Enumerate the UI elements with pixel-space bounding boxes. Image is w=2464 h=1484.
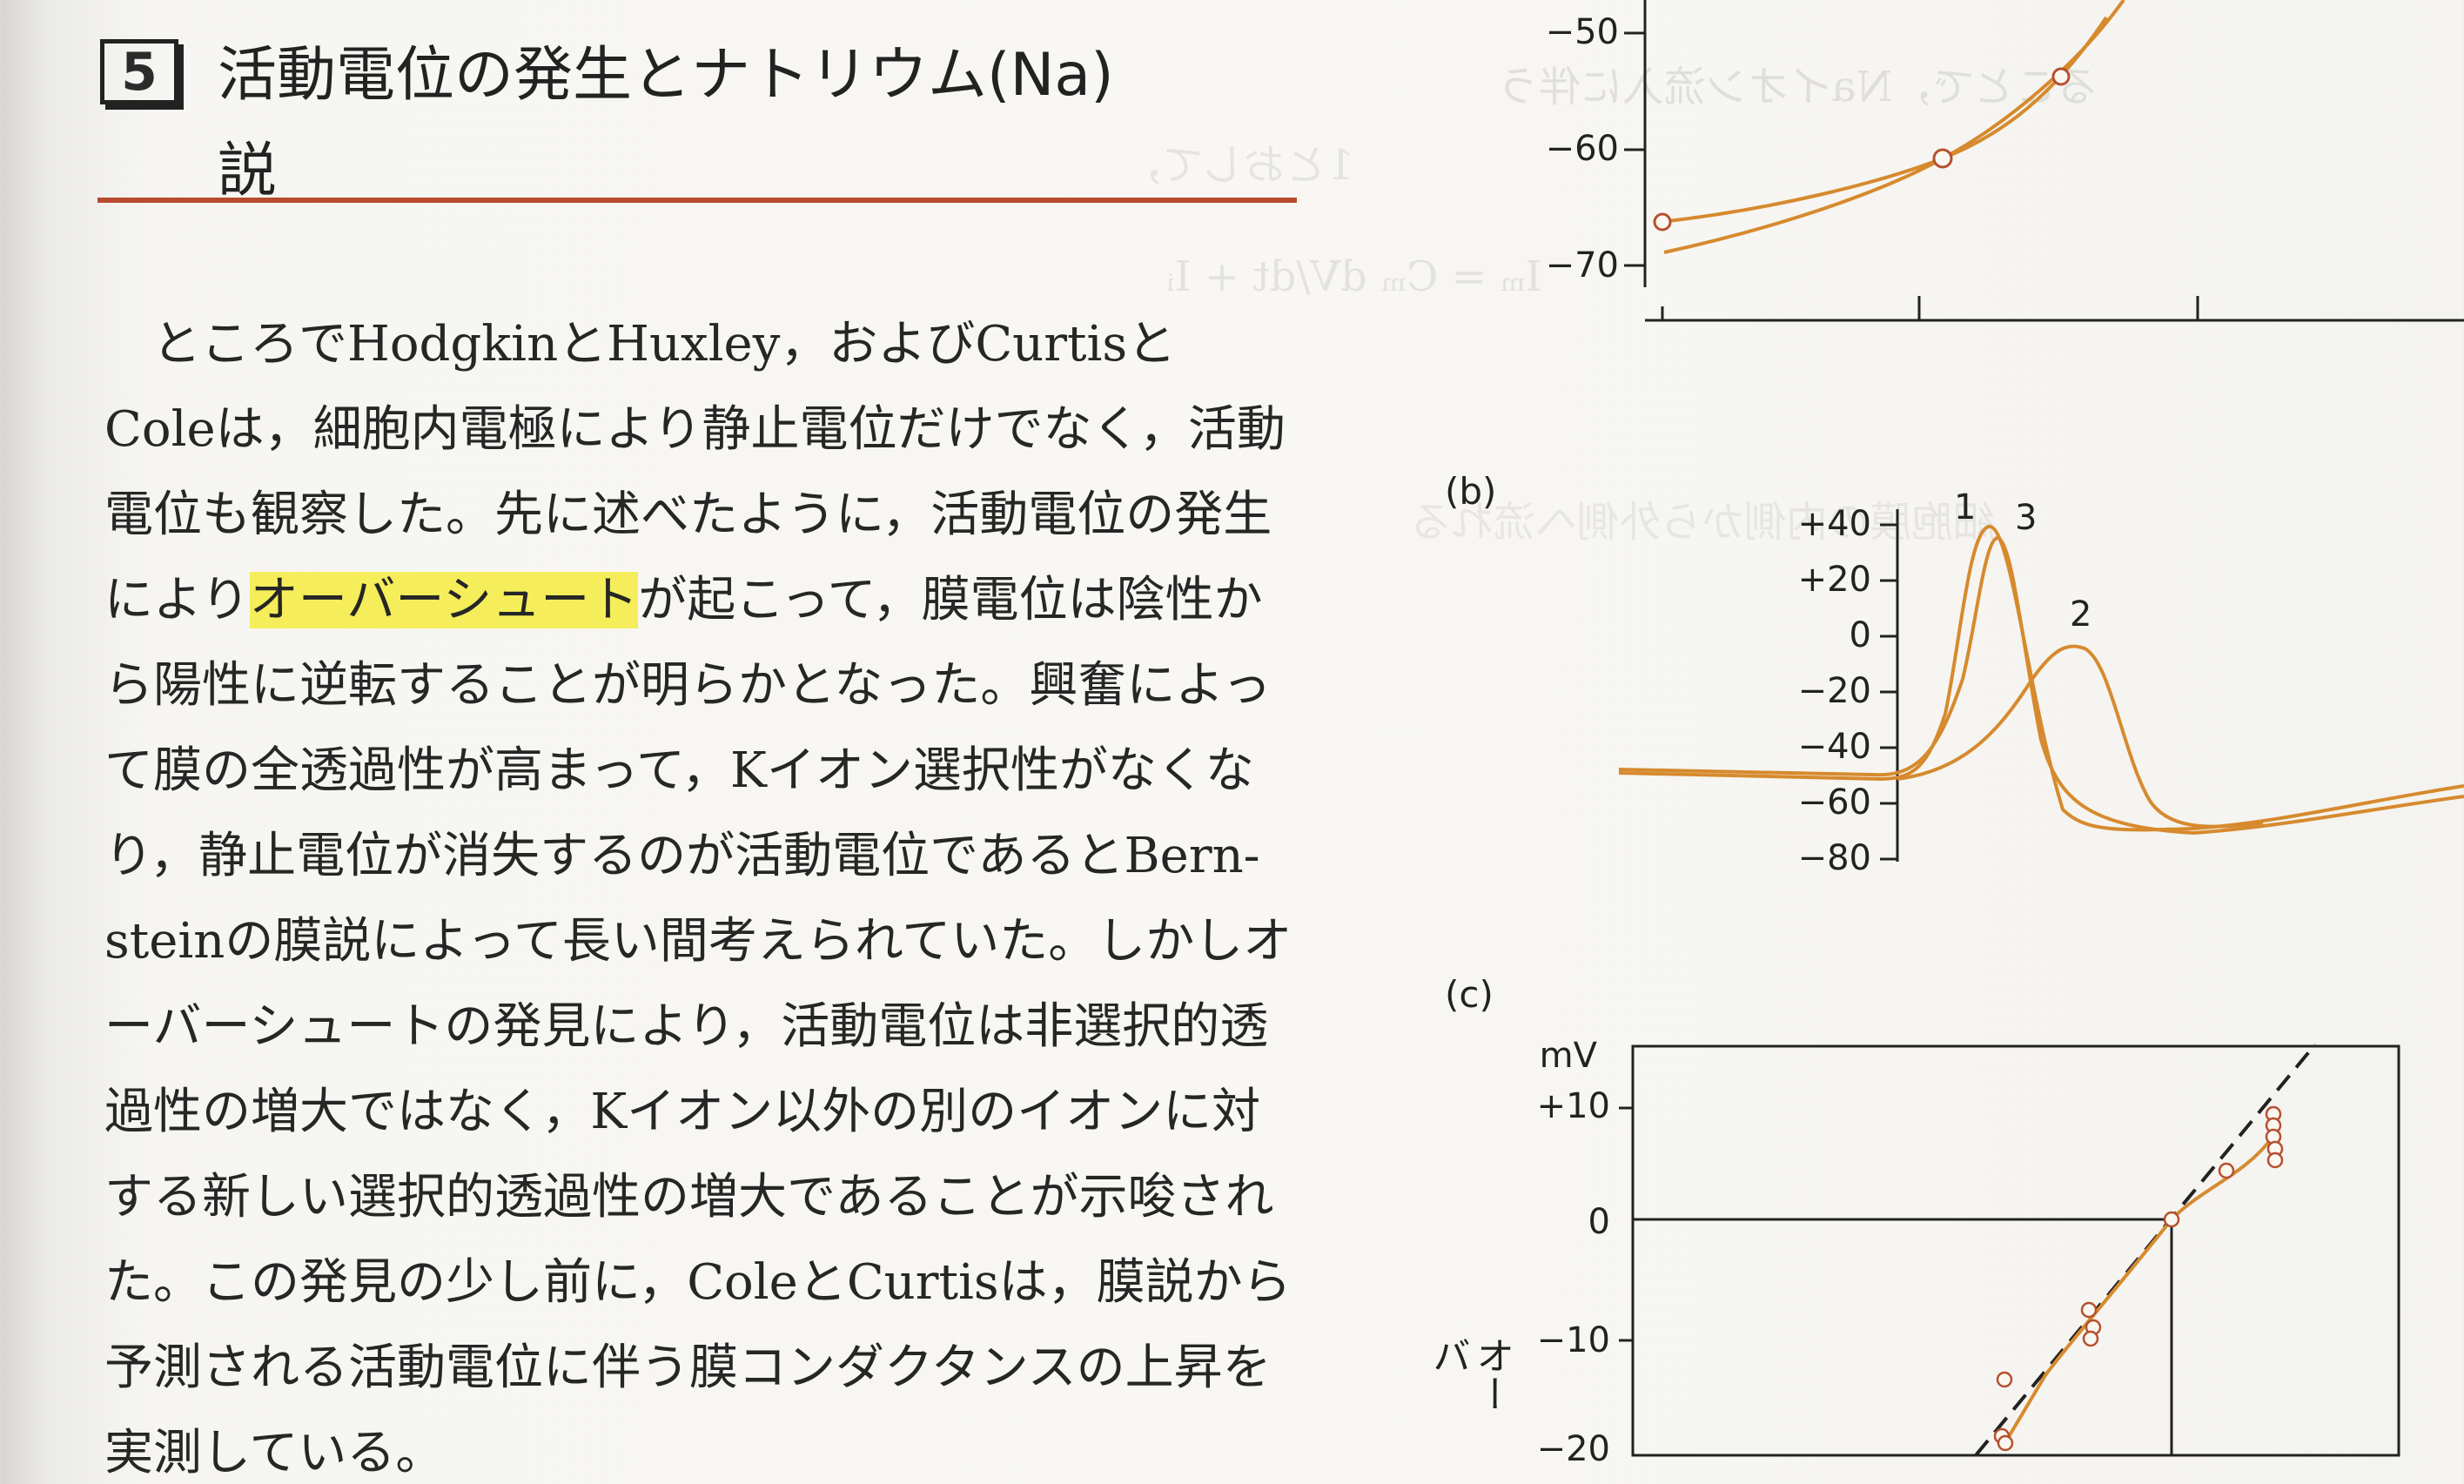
body-line-text: た。この発見の少し前に，ColeとCurtisは，膜説から bbox=[104, 1254, 1292, 1311]
body-line: ーバーシュートの発見により，活動電位は非選択的透 bbox=[104, 987, 1268, 1058]
y-axis-title: オーバ bbox=[1426, 1336, 1514, 1413]
body-line: ら陽性に逆転することが明らかとなった。興奮によっ bbox=[104, 646, 1272, 716]
body-line: 予測される活動電位に伴う膜コンダクタンスの上昇を bbox=[104, 1328, 1272, 1399]
heading-rule bbox=[97, 198, 1297, 203]
y-tick-label: −10 bbox=[1536, 1320, 1610, 1360]
body-line: 電位も観察した。先に述べたように，活動電位の発生 bbox=[104, 475, 1272, 546]
figure-b-plot bbox=[1618, 509, 2464, 862]
body-line-text: り，静止電位が消失するのが活動電位であるとBern- bbox=[104, 828, 1260, 884]
body-line: によりオーバーシュートが起こって，膜電位は陰性か bbox=[104, 561, 1263, 631]
body-line: する新しい選択的透過性の増大であることが示唆され bbox=[104, 1158, 1273, 1228]
body-line-text: 予測される活動電位に伴う膜コンダクタンスの上昇を bbox=[104, 1340, 1272, 1396]
body-line-text: ら陽性に逆転することが明らかとなった。興奮によっ bbox=[104, 657, 1272, 714]
body-line: 過性の増大ではなく，Kイオン以外の別のイオンに対 bbox=[104, 1072, 1260, 1143]
y-tick-label: +10 bbox=[1536, 1086, 1610, 1126]
figure-a-plot bbox=[1624, 0, 2464, 322]
section-number: 5 bbox=[100, 39, 178, 104]
body-line-text: て膜の全透過性が高まって，Kイオン選択性がなくな bbox=[104, 742, 1254, 799]
y-unit: mV bbox=[1539, 1036, 1597, 1076]
section-title-continued: 説 bbox=[218, 137, 278, 205]
y-tick-label: −60 bbox=[1545, 129, 1619, 169]
body-line-text: Coleは，細胞内電極により静止電位だけでなく，活動 bbox=[104, 401, 1286, 458]
body-line: Coleは，細胞内電極により静止電位だけでなく，活動 bbox=[104, 390, 1286, 460]
body-line: た。この発見の少し前に，ColeとCurtisは，膜説から bbox=[104, 1243, 1292, 1313]
body-line-text: ところでHodgkinとHuxley，およびCurtisと bbox=[152, 316, 1177, 373]
curve-label: 2 bbox=[2070, 594, 2092, 635]
body-line-text: が起こって，膜電位は陰性か bbox=[638, 572, 1263, 628]
y-tick-label: +20 bbox=[1797, 560, 1871, 600]
y-tick-label: −80 bbox=[1797, 838, 1871, 878]
y-tick-label: −70 bbox=[1545, 245, 1619, 285]
y-tick-label: −60 bbox=[1797, 782, 1871, 823]
curve-label: 3 bbox=[2015, 498, 2038, 538]
figure-label-c: (c) bbox=[1445, 973, 1494, 1016]
curve-label: 1 bbox=[1954, 487, 1977, 527]
body-line-text: により bbox=[104, 572, 250, 628]
figure-c-plot bbox=[1619, 1043, 2400, 1457]
body-line: て膜の全透過性が高まって，Kイオン選択性がなくな bbox=[104, 731, 1254, 802]
figure-label-b: (b) bbox=[1445, 470, 1497, 513]
y-tick-label: −20 bbox=[1797, 671, 1871, 711]
body-line-text: steinの膜説によって長い間考えられていた。しかしオ bbox=[104, 913, 1292, 970]
y-tick-label: 0 bbox=[1849, 615, 1871, 655]
body-line: ところでHodgkinとHuxley，およびCurtisと bbox=[152, 305, 1176, 375]
y-tick-label: +40 bbox=[1797, 504, 1871, 544]
body-line-text: 過性の増大ではなく，Kイオン以外の別のイオンに対 bbox=[104, 1084, 1261, 1140]
section-title: 活動電位の発生とナトリウム(Na) bbox=[218, 41, 1114, 110]
body-line-text: ーバーシュートの発見により，活動電位は非選択的透 bbox=[104, 998, 1269, 1055]
body-line: り，静止電位が消失するのが活動電位であるとBern- bbox=[104, 816, 1260, 887]
body-line: steinの膜説によって長い間考えられていた。しかしオ bbox=[104, 902, 1292, 972]
body-line-text: 電位も観察した。先に述べたように，活動電位の発生 bbox=[104, 487, 1272, 543]
highlighted-term: オーバーシュート bbox=[249, 572, 639, 628]
y-tick-label: 0 bbox=[1588, 1202, 1610, 1242]
y-tick-label: −50 bbox=[1545, 12, 1619, 52]
body-line-text: する新しい選択的透過性の増大であることが示唆され bbox=[104, 1169, 1274, 1225]
y-tick-label: −40 bbox=[1797, 727, 1871, 767]
